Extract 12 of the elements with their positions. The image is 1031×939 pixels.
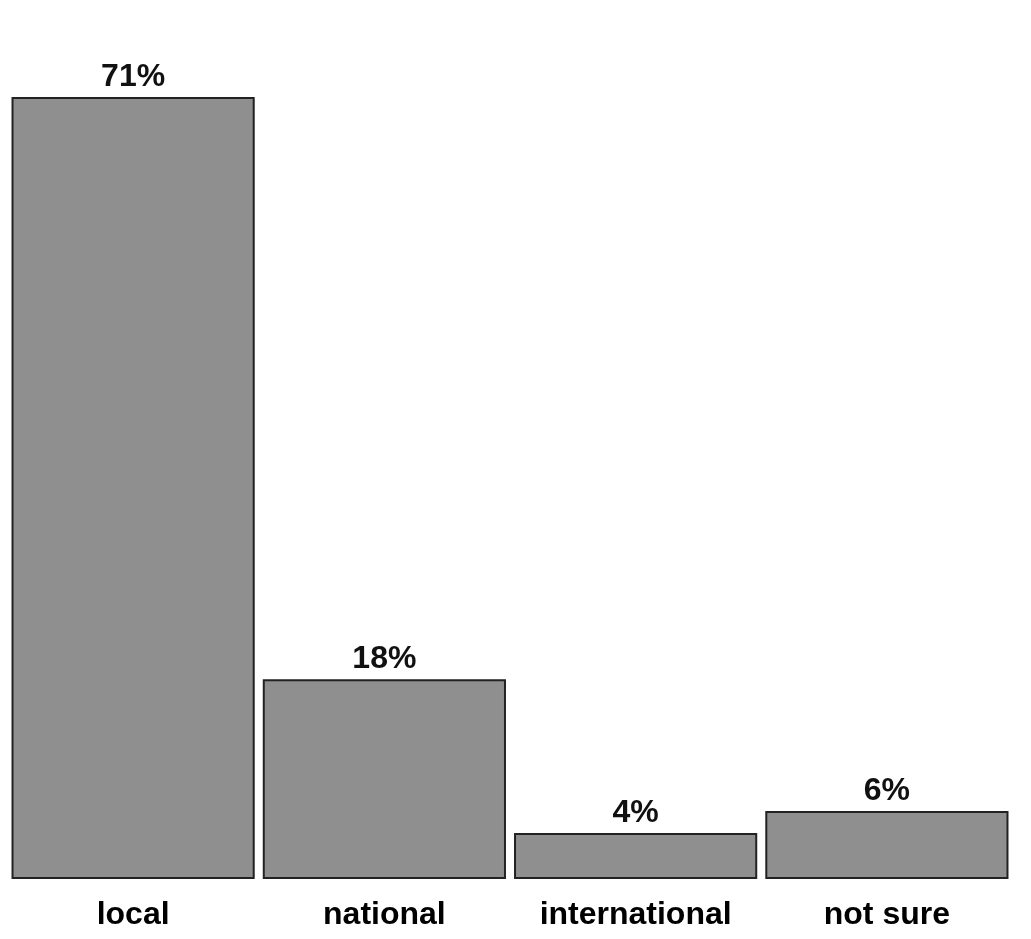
data-label: 71% — [101, 57, 166, 93]
x-tick-label: local — [96, 894, 170, 931]
bar — [765, 811, 1009, 879]
bar — [262, 679, 506, 879]
data-label: 18% — [352, 639, 417, 676]
x-tick-label: not sure — [823, 894, 950, 931]
x-tick-label: international — [539, 894, 732, 931]
data-label: 6% — [863, 771, 911, 808]
bar — [11, 97, 255, 879]
x-tick-label: national — [323, 894, 446, 931]
bar — [514, 833, 758, 879]
data-label: 4% — [612, 793, 659, 830]
